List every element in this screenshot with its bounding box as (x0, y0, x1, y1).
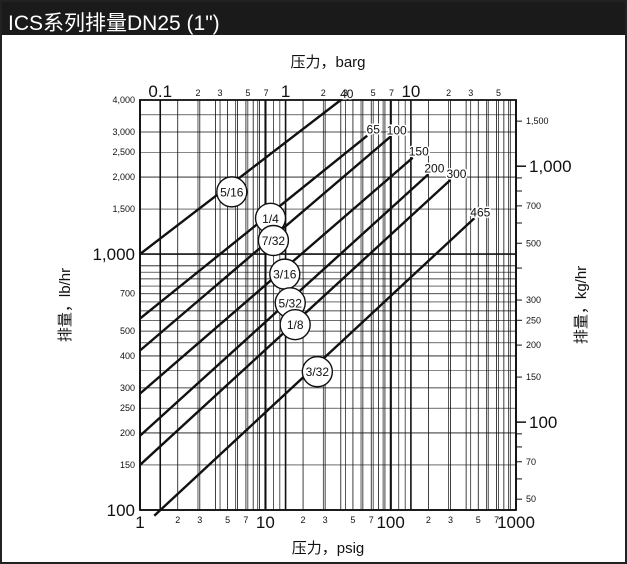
y-left-minor-tick-label: 500 (120, 326, 135, 336)
x-bottom-major-tick-label: 1000 (497, 513, 535, 532)
grid-lines (140, 100, 516, 510)
orifice-badge-label: 5/32 (279, 296, 303, 310)
y-right-axis-label: 排量，kg/hr (573, 266, 590, 344)
y-left-minor-tick-label: 150 (120, 460, 135, 470)
x-top-minor-tick-label: 5 (245, 88, 250, 98)
y-right-minor-tick-label: 150 (526, 372, 541, 382)
y-right-minor-tick-label: 700 (526, 201, 541, 211)
x-bottom-minor-tick-label: 7 (494, 515, 499, 525)
x-bottom-minor-tick-label: 5 (350, 515, 355, 525)
x-top-major-tick-label: 1 (281, 82, 290, 101)
y-left-minor-tick-label: 3,000 (112, 127, 135, 137)
x-bottom-minor-tick-label: 3 (448, 515, 453, 525)
series-max-pressure-label: 65 (367, 123, 381, 137)
x-top-minor-tick-label: 3 (343, 88, 348, 98)
x-top-minor-tick-label: 7 (389, 88, 394, 98)
y-left-major-tick-label: 1,000 (92, 245, 135, 264)
x-top-major-tick-label: 10 (401, 82, 420, 101)
y-right-minor-tick-label: 70 (526, 457, 536, 467)
series-max-pressure-label: 200 (424, 161, 444, 175)
y-left-minor-tick-label: 4,000 (112, 95, 135, 105)
x-top-major-tick-label: 0.1 (148, 82, 172, 101)
orifice-badge-label: 7/32 (262, 234, 286, 248)
y-right-minor-tick-label: 50 (526, 494, 536, 504)
y-left-minor-tick-label: 2,500 (112, 147, 135, 157)
y-right-minor-tick-label: 300 (526, 295, 541, 305)
x-top-minor-tick-label: 7 (264, 88, 269, 98)
y-left-minor-tick-label: 1,500 (112, 204, 135, 214)
y-left-major-tick-label: 100 (107, 501, 135, 520)
y-left-minor-tick-label: 400 (120, 351, 135, 361)
orifice-badge-label: 1/4 (262, 212, 279, 226)
y-right-minor-tick-label: 250 (526, 315, 541, 325)
y-right-major-tick-label: 1,000 (529, 157, 572, 176)
y-right-major-tick-label: 100 (529, 413, 557, 432)
x-top-minor-tick-label: 2 (446, 88, 451, 98)
x-bottom-minor-tick-label: 2 (301, 515, 306, 525)
y-left-minor-tick-label: 200 (120, 428, 135, 438)
x-top-axis-label: 压力，barg (290, 54, 365, 71)
x-bottom-major-tick-label: 10 (256, 513, 275, 532)
y-left-minor-tick-label: 250 (120, 403, 135, 413)
x-bottom-minor-tick-label: 3 (197, 515, 202, 525)
series-max-pressure-label: 300 (446, 167, 466, 181)
x-top-minor-tick-label: 2 (321, 88, 326, 98)
orifice-badge-label: 5/16 (220, 185, 244, 199)
orifice-badge-label: 1/8 (287, 318, 304, 332)
x-top-minor-tick-label: 2 (195, 88, 200, 98)
x-bottom-minor-tick-label: 3 (323, 515, 328, 525)
x-bottom-minor-tick-label: 5 (225, 515, 230, 525)
series-max-pressure-label: 100 (387, 124, 407, 138)
x-bottom-minor-tick-label: 2 (426, 515, 431, 525)
y-left-minor-tick-label: 700 (120, 289, 135, 299)
x-top-minor-tick-label: 3 (218, 88, 223, 98)
y-right-minor-tick-label: 200 (526, 340, 541, 350)
x-bottom-minor-tick-label: 7 (369, 515, 374, 525)
series-max-pressure-label: 465 (470, 205, 490, 219)
y-left-minor-tick-label: 300 (120, 383, 135, 393)
plot-border (140, 100, 516, 510)
y-right-minor-tick-label: 1,500 (526, 116, 549, 126)
y-right-minor-tick-label: 500 (526, 238, 541, 248)
x-top-minor-tick-label: 5 (371, 88, 376, 98)
orifice-badge-label: 3/16 (273, 268, 297, 282)
x-bottom-major-tick-label: 100 (376, 513, 404, 532)
x-top-minor-tick-label: 3 (468, 88, 473, 98)
x-bottom-axis-label: 压力，psig (292, 540, 365, 557)
x-bottom-minor-tick-label: 5 (476, 515, 481, 525)
x-top-minor-tick-label: 5 (496, 88, 501, 98)
y-left-axis-label: 排量，lb/hr (57, 268, 74, 342)
y-left-minor-tick-label: 2,000 (112, 172, 135, 182)
x-bottom-minor-tick-label: 2 (175, 515, 180, 525)
x-bottom-minor-tick-label: 7 (243, 515, 248, 525)
orifice-badge-label: 3/32 (306, 365, 330, 379)
series-max-pressure-label: 150 (409, 145, 429, 159)
x-bottom-major-tick-label: 1 (135, 513, 144, 532)
